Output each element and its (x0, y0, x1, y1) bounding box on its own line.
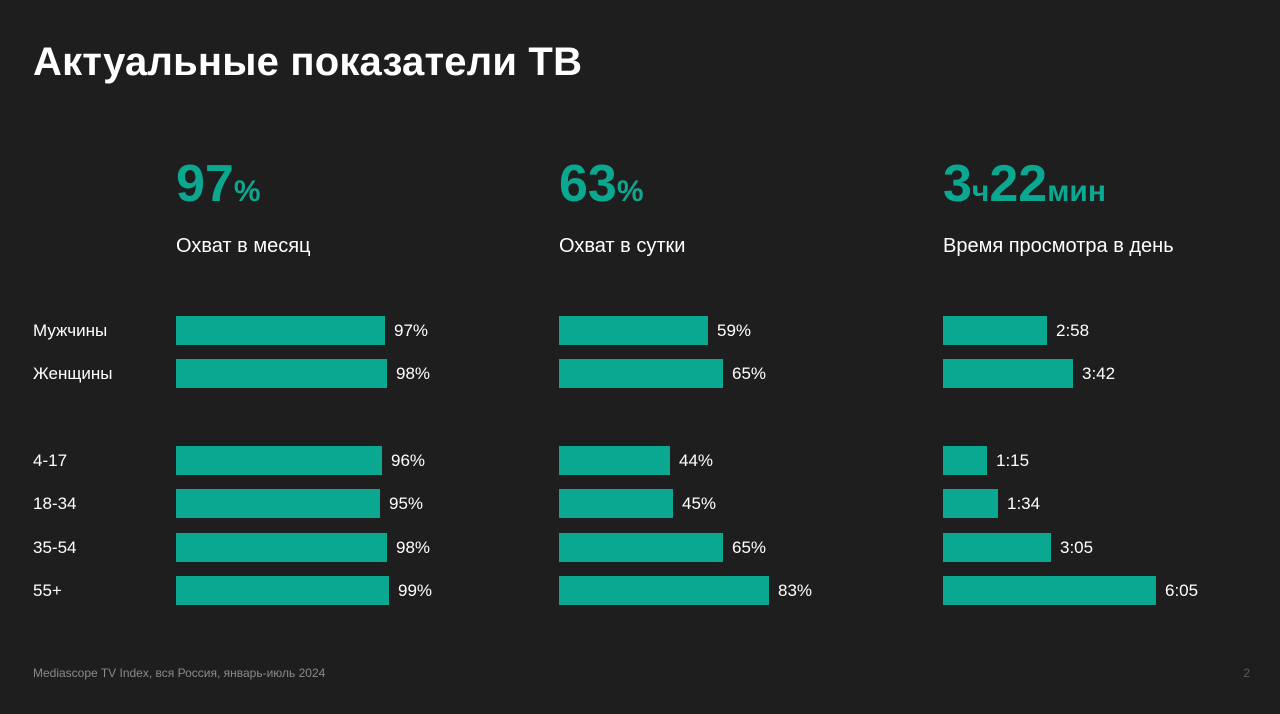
row-label: Женщины (33, 364, 113, 383)
kpi-label: Охват в сутки (559, 235, 686, 257)
bar (176, 489, 380, 518)
row-label: 4-17 (33, 451, 68, 470)
row-label: Мужчины (33, 321, 108, 340)
bar-value-label: 44% (679, 451, 714, 470)
bar-value-label: 3:05 (1060, 538, 1094, 557)
kpi-value-part: 63 (559, 155, 617, 213)
bar (943, 359, 1073, 388)
kpi-1: 97% Охват в месяц (176, 156, 310, 258)
bar-value-label: 96% (391, 451, 426, 470)
page-number: 2 (1243, 666, 1250, 680)
kpi-value-part: % (233, 175, 261, 208)
bar (943, 533, 1051, 562)
kpi-value: 63% (559, 156, 685, 225)
kpi-value: 3ч22мин (943, 156, 1174, 225)
bar (176, 576, 389, 605)
kpi-value-part: 97 (176, 155, 234, 213)
bar-value-label: 2:58 (1056, 321, 1090, 340)
kpi-value-part: ч (971, 175, 990, 208)
bar-value-label: 98% (396, 538, 431, 557)
kpi-value-part: 3 (943, 155, 972, 213)
bar (559, 359, 723, 388)
kpi-2: 63% Охват в сутки (559, 156, 685, 258)
bar (943, 316, 1047, 345)
row-label: 35-54 (33, 538, 77, 557)
bar-value-label: 98% (396, 364, 431, 383)
bar-value-label: 95% (389, 494, 424, 513)
bar-value-label: 65% (732, 364, 767, 383)
bar (943, 576, 1156, 605)
bar (176, 446, 382, 475)
bar-value-label: 3:42 (1082, 364, 1116, 383)
kpi-value-part: 22 (989, 155, 1048, 213)
bar-value-label: 6:05 (1165, 581, 1199, 600)
bar (176, 533, 387, 562)
bar (559, 316, 708, 345)
bar-value-label: 1:34 (1007, 494, 1041, 513)
bar-value-label: 97% (394, 321, 429, 340)
bar-value-label: 45% (682, 494, 717, 513)
bar-value-label: 99% (398, 581, 433, 600)
row-label: 18-34 (33, 494, 77, 513)
bar (559, 576, 769, 605)
bar-value-label: 1:15 (996, 451, 1030, 470)
kpi-value-part: % (616, 175, 644, 208)
bar-value-label: 83% (778, 581, 813, 600)
kpi-label: Охват в месяц (176, 235, 311, 257)
page-title: Актуальные показатели ТВ (33, 40, 583, 84)
bar-value-label: 65% (732, 538, 767, 557)
bar (176, 359, 387, 388)
bar-value-label: 59% (717, 321, 752, 340)
kpi-3: 3ч22мин Время просмотра в день (943, 156, 1174, 258)
bar (559, 446, 670, 475)
bar (943, 489, 998, 518)
kpi-value: 97% (176, 156, 310, 225)
kpi-value-part: мин (1047, 175, 1106, 208)
row-label: 55+ (33, 581, 62, 600)
bar (176, 316, 385, 345)
bar (559, 489, 673, 518)
bar (559, 533, 723, 562)
source-footnote: Mediascope TV Index, вся Россия, январь-… (33, 666, 326, 680)
bar (943, 446, 987, 475)
kpi-label: Время просмотра в день (943, 235, 1174, 257)
